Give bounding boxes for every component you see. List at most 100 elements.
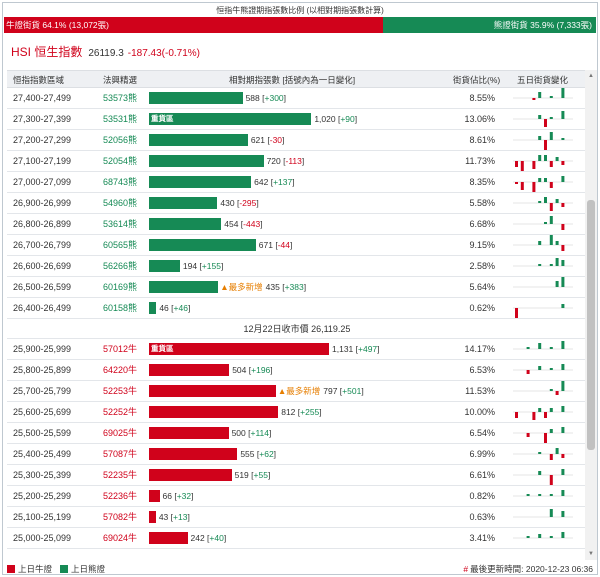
row-code-link[interactable]: 64220牛: [103, 365, 138, 375]
row-code-link[interactable]: 57012牛: [103, 344, 138, 354]
contracts-bar-cell: 454 [-443]: [149, 218, 263, 230]
triangle-down-icon[interactable]: ▼: [588, 551, 594, 557]
row-code-link[interactable]: 60158熊: [103, 303, 138, 313]
contracts-count: 555: [240, 449, 255, 459]
contracts-bar-cell: 重貨區 1,020 [+90]: [149, 113, 357, 125]
legend-bear: 上日熊證: [71, 564, 106, 574]
legend-bull: 上日牛證: [18, 564, 53, 574]
contracts-value: 588 [+300]: [245, 93, 287, 103]
row-code-link[interactable]: 52235牛: [103, 470, 138, 480]
row-code-link[interactable]: 54960熊: [103, 198, 138, 208]
contracts-bar: [149, 260, 180, 272]
row-code-link[interactable]: 57082牛: [103, 512, 138, 522]
sparkline-bar: [549, 454, 553, 460]
row-range: 25,000-25,099: [13, 533, 72, 543]
row-code-link[interactable]: 53614熊: [103, 219, 138, 229]
five-day-sparkline: [513, 490, 573, 497]
contracts-bar-cell: 43 [+13]: [149, 511, 190, 523]
row-code-link[interactable]: 52056熊: [103, 135, 138, 145]
contracts-bar-cell: 519 [+55]: [149, 469, 270, 481]
sparkline-bar: [549, 264, 553, 266]
sparkline-bar: [515, 182, 518, 184]
contracts-change: +300: [264, 93, 284, 103]
contracts-bar-cell: 66 [+32]: [149, 490, 194, 502]
row-ratio: 11.73%: [465, 156, 495, 166]
row-code-link[interactable]: 52054熊: [103, 156, 138, 166]
table-row: 25,200-25,299 52236牛 66 [+32] 0.82%: [7, 486, 587, 507]
contracts-count: 1,131: [332, 344, 354, 354]
table-row: 27,300-27,399 53531熊 重貨區 1,020 [+90] 13.06%: [7, 109, 587, 130]
contracts-bar-cell: ▲最多新增 435 [+383]: [149, 281, 306, 293]
sparkline-bar: [561, 364, 565, 370]
contracts-value: 519 [+55]: [234, 470, 271, 480]
table-row: 25,000-25,099 69024牛 242 [+40] 3.41%: [7, 528, 587, 549]
row-range: 26,500-26,599: [13, 282, 72, 292]
contracts-bar-cell: 46 [+46]: [149, 302, 190, 314]
table-row: 25,100-25,199 57082牛 43 [+13] 0.63%: [7, 507, 587, 528]
row-code-link[interactable]: 69025牛: [103, 428, 138, 438]
row-code-link[interactable]: 53573熊: [103, 93, 138, 103]
contracts-value: 435 [+383]: [265, 282, 307, 292]
row-range: 27,300-27,399: [13, 114, 72, 124]
five-day-sparkline: [513, 341, 573, 350]
contracts-bar: [149, 176, 252, 188]
row-range: 25,100-25,199: [13, 512, 72, 522]
contracts-bar-cell: 504 [+196]: [149, 364, 273, 376]
row-ratio: 8.35%: [469, 177, 495, 187]
row-code-link[interactable]: 52252牛: [103, 407, 138, 417]
table-row: 25,300-25,399 52235牛 519 [+55] 6.61%: [7, 465, 587, 486]
row-code-link[interactable]: 53531熊: [103, 114, 138, 124]
contracts-value: 797 [+501]: [323, 386, 364, 396]
five-day-sparkline: [513, 155, 573, 171]
scrollbar[interactable]: ▲ ▼: [585, 70, 597, 560]
row-trend: [513, 528, 573, 548]
sparkline-bar: [544, 222, 547, 224]
table-row: 25,800-25,899 64220牛 504 [+196] 6.53%: [7, 360, 587, 381]
row-code-link[interactable]: 60565熊: [103, 240, 138, 250]
row-code-link[interactable]: 52236牛: [103, 491, 138, 501]
contracts-value: 621 [-30]: [250, 135, 285, 145]
contracts-change: +137: [273, 177, 293, 187]
contracts-change: -44: [277, 240, 290, 250]
sparkline-bar: [549, 408, 553, 412]
sparkline-bar: [561, 224, 565, 230]
row-ratio: 8.55%: [469, 93, 495, 103]
update-mark: #: [463, 564, 469, 574]
contracts-bar: [149, 427, 229, 439]
row-ratio: 11.53%: [465, 386, 495, 396]
table-row: 27,400-27,499 53573熊 588 [+300] 8.55%: [7, 88, 587, 109]
contracts-value: 454 [-443]: [224, 219, 263, 229]
contracts-bar-cell: 720 [-113]: [149, 155, 304, 167]
sparkline-bar: [561, 490, 565, 496]
sparkline-bar: [561, 88, 565, 98]
contracts-bar-cell: 588 [+300]: [149, 92, 286, 104]
scroll-thumb[interactable]: [587, 200, 595, 450]
five-day-sparkline: [513, 381, 573, 395]
row-code-link[interactable]: 57087牛: [103, 449, 138, 459]
last-updated: # 最後更新時間: 2020-12-23 06:36: [463, 563, 593, 574]
sparkline-bar: [526, 347, 530, 349]
five-day-sparkline: [513, 88, 573, 100]
sparkline-bar: [549, 117, 553, 119]
row-code-link[interactable]: 69024牛: [103, 533, 138, 543]
five-day-sparkline: [513, 427, 573, 443]
row-code-link[interactable]: 56266熊: [103, 261, 138, 271]
contracts-bar: [149, 385, 276, 397]
five-day-sparkline: [513, 406, 573, 420]
triangle-up-icon[interactable]: ▲: [588, 73, 594, 79]
row-trend: [513, 130, 573, 150]
row-code-link[interactable]: 52253牛: [103, 386, 138, 396]
row-range: 27,100-27,199: [13, 156, 72, 166]
row-code-link[interactable]: 60169熊: [103, 282, 138, 292]
sparkline-bar: [526, 494, 530, 496]
index-name[interactable]: HSI 恒生指數: [11, 45, 83, 59]
sparkline-bar: [538, 136, 542, 140]
row-code-link[interactable]: 68743熊: [103, 177, 138, 187]
contracts-value: 642 [+137]: [254, 177, 295, 187]
row-trend: [513, 256, 573, 276]
contracts-bar: [149, 92, 243, 104]
table-row: 25,500-25,599 69025牛 500 [+114] 6.54%: [7, 423, 587, 444]
row-trend: [513, 151, 573, 171]
sparkline-bar: [520, 182, 524, 190]
